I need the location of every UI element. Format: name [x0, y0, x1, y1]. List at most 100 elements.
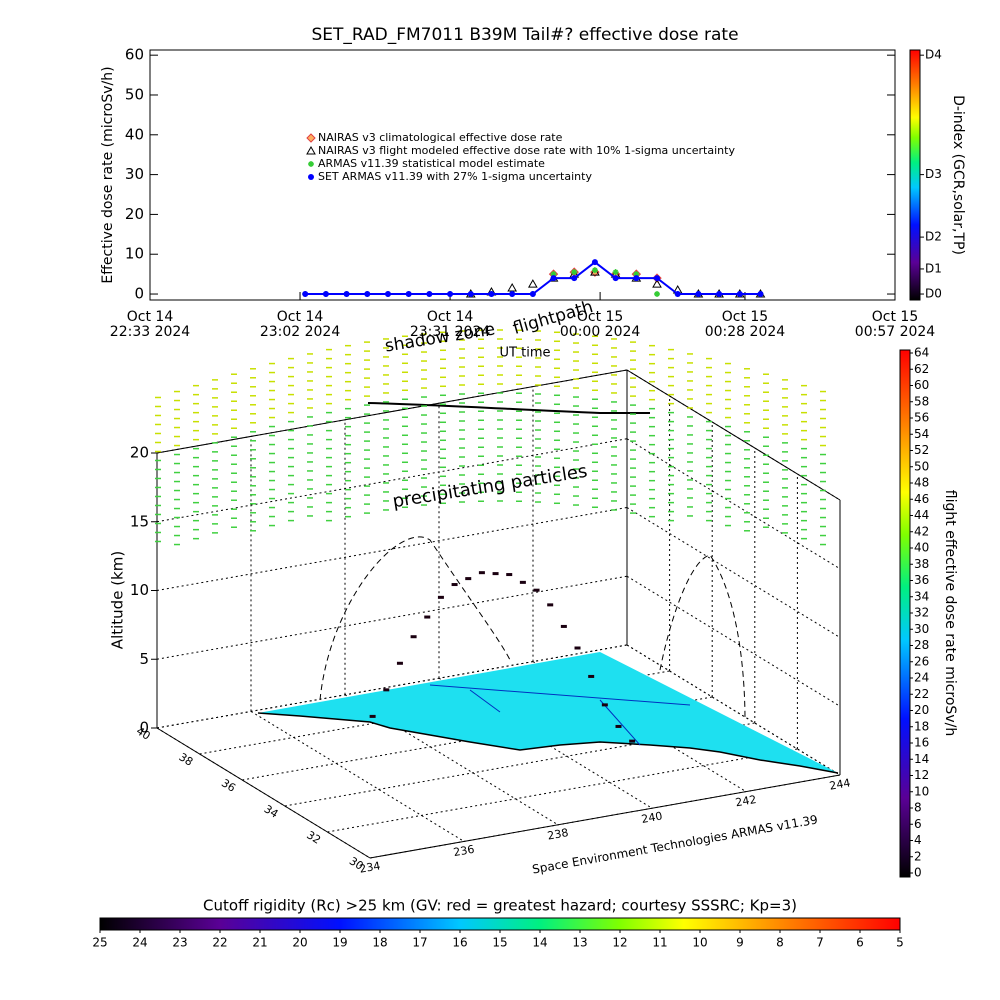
flight-point — [560, 624, 567, 628]
colorbar-tick-label: 50 — [914, 459, 929, 473]
y-tick-label: 40 — [125, 125, 144, 143]
x-tick-label: Oct 14 23:31 2024 — [410, 309, 491, 340]
colorbar-label: Cutoff rigidity (Rc) >25 km (GV: red = g… — [203, 897, 797, 915]
colorbar-tick-label: 22 — [914, 687, 929, 701]
data-point — [322, 291, 329, 298]
data-point — [612, 269, 619, 276]
surface-edge — [257, 712, 839, 774]
lon-tick-label: 244 — [828, 776, 851, 792]
surface-fill — [258, 652, 838, 773]
colorbar-tick-label: 18 — [372, 936, 387, 950]
box-edge — [626, 369, 841, 501]
data-point — [571, 275, 578, 282]
data-point — [550, 275, 557, 282]
data-point — [612, 275, 619, 282]
x-tick-label: Oct 14 22:33 2024 — [110, 309, 191, 340]
colorbar-tick-label: 6 — [914, 817, 922, 831]
colorbar-tick-label: 14 — [532, 936, 547, 950]
z-tick-label: 5 — [139, 650, 149, 668]
colorbar-tick-label: 5 — [896, 936, 904, 950]
colorbar-tick-label: 10 — [692, 936, 707, 950]
data-point — [488, 291, 495, 298]
grid-line — [626, 438, 841, 570]
data-point — [654, 291, 661, 298]
colorbar-tick-label: 20 — [292, 936, 307, 950]
colorbar — [899, 349, 911, 878]
flight-point — [629, 739, 636, 743]
colorbar — [909, 49, 921, 301]
y-tick-label: 30 — [125, 165, 144, 183]
data-point — [405, 291, 412, 298]
colorbar-tick-label: 58 — [914, 394, 929, 408]
data-point — [591, 267, 598, 274]
data-point — [654, 275, 661, 282]
flight-point — [383, 688, 390, 692]
z-tick-label: 15 — [130, 512, 149, 530]
colorbar-tick-label: 44 — [914, 508, 929, 522]
chart-title: SET_RAD_FM7011 B39M Tail#? effective dos… — [311, 25, 738, 45]
colorbar-tick-label: 46 — [914, 492, 929, 506]
x-tick-label: Oct 15 00:28 2024 — [705, 309, 786, 340]
colorbar-tick-label: 9 — [736, 936, 744, 950]
flight-point — [547, 603, 554, 607]
colorbar-tick-label: 12 — [612, 936, 627, 950]
data-point — [550, 271, 557, 278]
flight-point — [492, 572, 499, 576]
ceiling-track — [367, 402, 650, 414]
legend-marker — [306, 133, 316, 143]
data-point — [695, 291, 702, 298]
box-edge — [369, 774, 841, 859]
z-tick-label: 0 — [139, 719, 149, 737]
box-edge — [156, 369, 628, 454]
lon-tick-label: 242 — [734, 793, 757, 809]
z-tick-label: 20 — [130, 444, 149, 462]
legend-marker — [308, 161, 314, 167]
colorbar-tick-label: 32 — [914, 606, 929, 620]
box-edge — [156, 727, 371, 859]
legend-label: NAIRAS v3 climatological effective dose … — [318, 131, 563, 144]
flight-point — [588, 674, 595, 678]
colorbar-tick-label: 10 — [914, 784, 929, 798]
data-point — [302, 291, 309, 298]
surface-contour — [429, 684, 691, 746]
lat-tick-label: 34 — [262, 802, 281, 820]
flight-point — [437, 595, 444, 599]
grid-line — [626, 507, 841, 638]
flight-point — [615, 724, 622, 728]
colorbar — [99, 917, 901, 931]
grid-line — [626, 575, 841, 707]
colorbar-tick-label: 26 — [914, 654, 929, 668]
colorbar-tick-label: 7 — [816, 936, 824, 950]
colorbar-tick-label: 40 — [914, 541, 929, 555]
colorbar-tick-label: 4 — [914, 833, 922, 847]
colorbar-tick-label: D3 — [925, 167, 942, 181]
x-axis-label: UT time — [500, 346, 551, 361]
data-point — [384, 291, 391, 298]
shadow-curve — [319, 536, 511, 701]
legend-marker — [308, 174, 314, 180]
data-point — [757, 291, 764, 298]
data-point — [509, 291, 516, 298]
colorbar-tick-label: 28 — [914, 638, 929, 652]
legend-label: NAIRAS v3 flight modeled effective dose … — [318, 144, 735, 157]
grid-line — [250, 710, 465, 842]
data-point — [364, 291, 371, 298]
flight-point — [533, 588, 540, 592]
colorbar-tick-label: 8 — [776, 936, 784, 950]
colorbar-tick-label: 25 — [92, 936, 107, 950]
shadow-curve — [659, 554, 746, 721]
colorbar-tick-label: 12 — [914, 768, 929, 782]
data-point — [527, 279, 538, 288]
legend-label: SET ARMAS v11.39 with 27% 1-sigma uncert… — [318, 170, 592, 183]
lat-tick-label: 30 — [347, 854, 366, 872]
flight-point — [478, 571, 485, 575]
legend-marker — [306, 145, 316, 155]
colorbar-tick-label: 13 — [572, 936, 587, 950]
flight-point — [396, 661, 403, 665]
colorbar-tick-label: D0 — [925, 287, 942, 301]
data-point — [652, 279, 662, 288]
colorbar-tick-label: 62 — [914, 362, 929, 376]
data-point — [529, 291, 536, 298]
